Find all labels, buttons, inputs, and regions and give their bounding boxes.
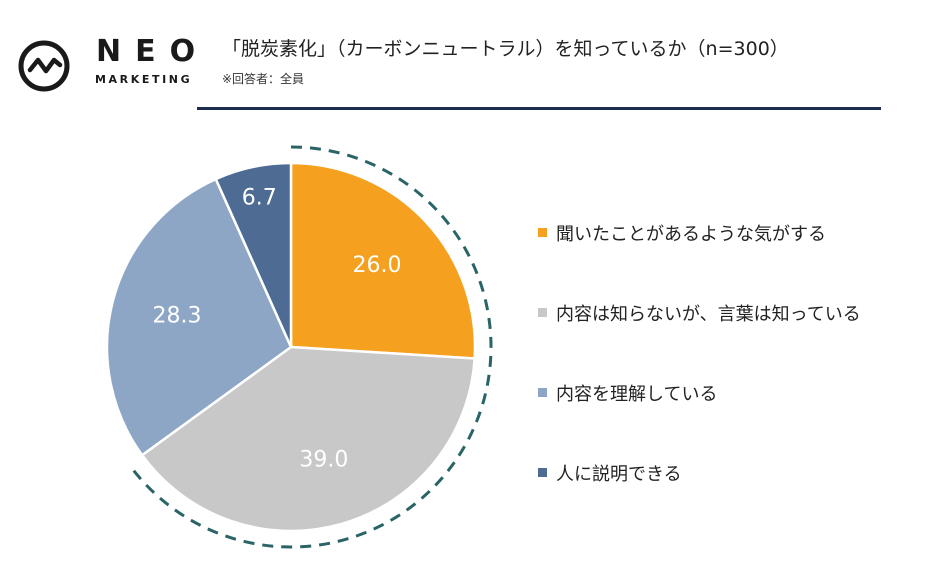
slice-value-label-4: 6.7 (242, 185, 277, 210)
legend-label: 内容は知らないが、言葉は知っている (556, 304, 861, 325)
title-divider (197, 107, 881, 110)
chart-title: 「脱炭素化」（カーボンニュートラル）を知っているか（n=300） (222, 38, 789, 60)
pie-slice-2 (140, 345, 476, 533)
chart-subtitle: ※回答者：全員 (222, 72, 305, 86)
slice-value-label-3: 28.3 (152, 304, 201, 329)
legend-swatch (538, 468, 547, 477)
pie-slice-3 (105, 177, 293, 457)
highlight-ring (127, 145, 493, 549)
legend-label: 内容を理解している (556, 384, 718, 405)
logo-pulse-icon (18, 40, 70, 92)
legend-swatch (538, 308, 547, 317)
legend-swatch (538, 228, 547, 237)
legend-label: 人に説明できる (556, 464, 682, 485)
pie-slice-4 (214, 161, 293, 348)
pie-slice-1 (289, 161, 477, 360)
logo-wordmark: NEO (96, 34, 210, 69)
slice-value-label-1: 26.0 (353, 253, 402, 278)
logo: NEO MARKETING (16, 34, 196, 94)
logo-subtext: MARKETING (95, 73, 193, 86)
legend-label: 聞いたことがあるような気がする (556, 224, 826, 245)
slice-value-label-2: 39.0 (299, 447, 348, 472)
legend-swatch (538, 388, 547, 397)
